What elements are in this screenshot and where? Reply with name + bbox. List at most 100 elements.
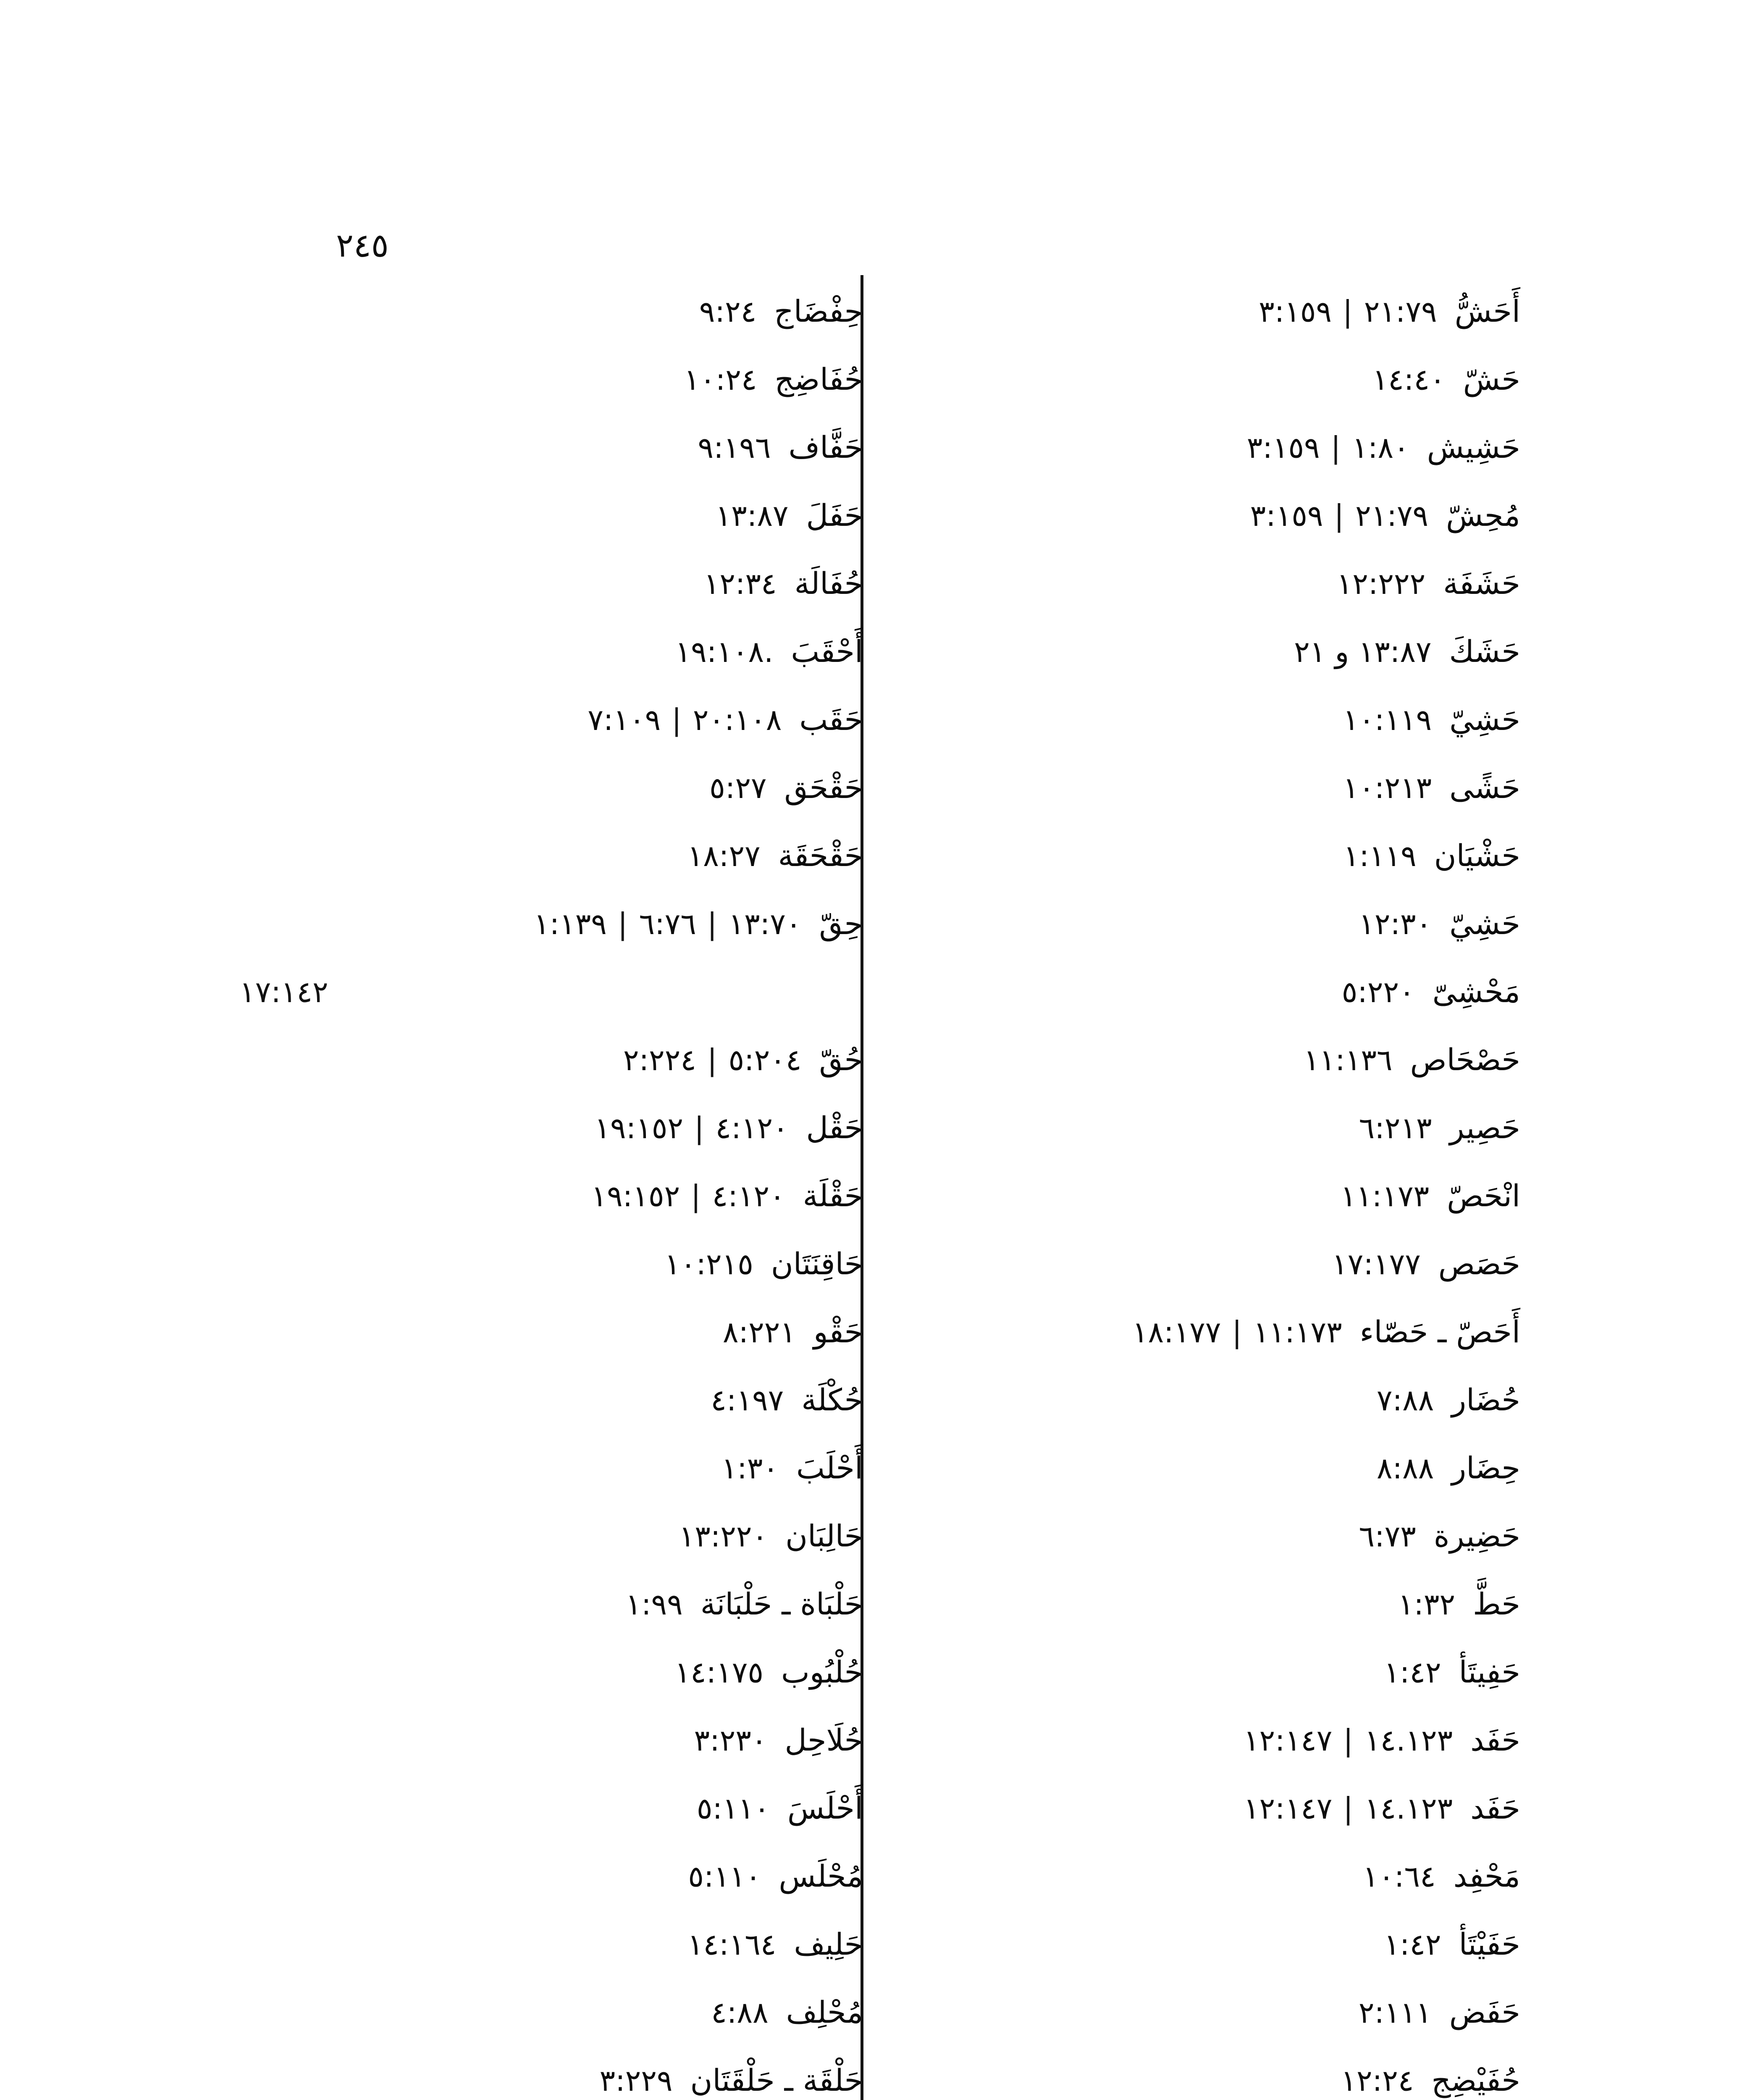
entry-references: ١:٩٩ <box>625 1570 682 1638</box>
index-entry: حَفَلَ ١٣:٨٧ <box>239 481 863 549</box>
reference: ١٢:٢٤ <box>1341 2063 1414 2098</box>
reference: ١٣:٢٢٠ <box>679 1519 768 1554</box>
entry-headword: حَفَلَ <box>806 498 863 533</box>
entry-headword: انْحَصّ <box>1447 1178 1520 1213</box>
index-entry: مَحْشِىّ ٥:٢٢٠ <box>897 958 1520 1026</box>
entry-references: ١٣:٨٧ و ٢١ <box>1294 618 1432 686</box>
reference-separator: | <box>1343 1791 1354 1826</box>
entry-headword: حُقّ <box>819 1042 863 1077</box>
entry-headword: حَقْحَقَة <box>778 838 863 873</box>
reference-separator: | <box>617 907 628 941</box>
index-entry: حَلْبَاة ـ حَلْبَانَة ١:٩٩ <box>239 1570 863 1638</box>
entry-headword: حُفَاضِج <box>774 362 863 397</box>
entry-headword: أَحْلَبَ <box>796 1450 863 1486</box>
reference: ١١:١٧٣ <box>1253 1315 1342 1349</box>
index-entry: حُضَار ٧:٨٨ <box>897 1366 1520 1434</box>
entry-references: ١٨:٢٧ <box>687 822 761 890</box>
index-entry-line: حَالِبَان ١٣:٢٢٠ <box>679 1502 863 1570</box>
reference: ٢:١١١ <box>1358 1995 1432 2030</box>
index-entry-line: حَاقِنَتَان ١٠:٢١٥ <box>664 1230 863 1298</box>
index-entry: حَصَص ١٧:١٧٧ <box>897 1230 1520 1298</box>
right-column: أَحَشُّ ٢١:٧٩|٣:١٥٩ حَشّ ١٤:٤٠ حَشِيش ١:٨٠|٣:… <box>880 277 1520 2100</box>
entry-headword: حِضَار <box>1451 1450 1520 1486</box>
entry-headword: حَالِبَان <box>785 1518 863 1554</box>
reference: ١٣:٧٠ <box>728 907 802 941</box>
index-entry-line: مَحْشِىّ ٥:٢٢٠ <box>1342 958 1520 1026</box>
entry-headword: حَشِيش <box>1427 430 1520 465</box>
reference: ١٤.١٢٣ <box>1364 1791 1453 1826</box>
entry-references: ١٤:١٦٤ <box>687 1911 777 1979</box>
entry-headword: أَحْلَسَ <box>787 1790 863 1826</box>
reference: ١٢:٣٤ <box>703 567 777 601</box>
index-entry: حُفَالَة ١٢:٣٤ <box>239 549 863 617</box>
index-entry: حَالِبَان ١٣:٢٢٠ <box>239 1502 863 1570</box>
entry-headword: حَشًى <box>1449 770 1520 805</box>
entry-headword: حَقْلَة <box>803 1178 863 1213</box>
index-entry: حُلْبُوب ١٤:١٧٥ <box>239 1638 863 1706</box>
entry-references: ١٤:١٧٥ <box>674 1638 763 1706</box>
entry-headword: حُلْبُوب <box>781 1654 863 1690</box>
index-entry: مُحْلِف ٤:٨٨ <box>239 1978 863 2046</box>
entry-references: ١٣:٧٠ | ٦:٧٦ | ١:١٣٩ <box>534 890 802 958</box>
index-columns: أَحَشُّ ٢١:٧٩|٣:١٥٩ حَشّ ١٤:٤٠ حَشِيش ١:٨٠|٣:… <box>218 277 1520 2100</box>
entry-references: ١:٨٠ | ٣:١٥٩ <box>1247 414 1409 482</box>
reference: ٢١:٧٩ <box>1355 499 1429 533</box>
index-entry-line: حَشِيّ ١٠:١١٩ <box>1343 685 1520 754</box>
entry-headword: حَطَّ <box>1473 1586 1520 1622</box>
index-entry-line: مُحِشّ ٢١:٧٩ | ٣:١٥٩ <box>1250 481 1520 550</box>
entry-headword: حَصِير <box>1449 1110 1520 1145</box>
reference-separator: | <box>707 1043 718 1077</box>
entry-references: ٧:٨٨ <box>1377 1366 1434 1434</box>
entry-references: ١٩:١٠٨. <box>675 618 774 686</box>
entry-headword: حَشِيّ <box>1449 906 1520 941</box>
reference: ٦:٧٦ <box>639 907 696 941</box>
index-entry: مَحْفِد ١٠:٦٤ <box>897 1842 1520 1910</box>
entry-references: ١٢:٢٢٢ <box>1337 550 1426 618</box>
reference: ١٩:١٥٢ <box>594 1111 683 1145</box>
reference-separator: | <box>1343 1723 1354 1758</box>
entry-references: ٢٠:١٠٨ | ٧:١٠٩ <box>588 686 782 754</box>
entry-headword: حِفْضَاج <box>774 294 863 329</box>
entry-references: ١:٤٢ <box>1384 1911 1441 1979</box>
index-entry-line: مُحْلَس ٥:١١٠ <box>688 1842 863 1911</box>
entry-references: ١٠:٢٤ <box>684 346 757 414</box>
reference: ١٠:٢١٥ <box>664 1247 753 1281</box>
reference: ١:٤٢ <box>1384 1927 1441 1962</box>
entry-headword: حَشِيّ <box>1449 702 1520 737</box>
index-entry-line: حُلْبُوب ١٤:١٧٥ <box>674 1638 863 1706</box>
reference: ٣:١٥٩ <box>1259 294 1332 329</box>
entry-headword: مُحِشّ <box>1446 498 1520 533</box>
reference: ٥:٢٧ <box>709 771 767 805</box>
entry-headword: حُضَار <box>1451 1382 1520 1418</box>
entry-headword: مَحْشِىّ <box>1432 974 1520 1009</box>
reference: ١١:١٣٦ <box>1304 1043 1393 1077</box>
reference-separator: | <box>1334 499 1345 533</box>
entry-headword: حَشَفَة <box>1443 566 1520 601</box>
index-entry-line: حَفَلَ ١٣:٨٧ <box>716 481 863 550</box>
entry-references: ٦:٧٣ <box>1359 1502 1416 1570</box>
entry-headword: أَحَصّ ـ حَصّاء <box>1359 1314 1520 1349</box>
index-entry: حَقَب ٢٠:١٠٨ | ٧:١٠٩ <box>239 685 863 753</box>
index-entry: حِضَار ٨:٨٨ <box>897 1434 1520 1502</box>
index-entry-line: حَشًى ١٠:٢١٣ <box>1343 753 1520 822</box>
index-entry-line: حُفَالَة ١٢:٣٤ <box>704 549 863 618</box>
entry-references: ٢:١١١ <box>1359 1979 1432 2047</box>
reference: ٨:٢٢١ <box>722 1315 796 1349</box>
entry-references: ٨:٢٢١ <box>723 1298 796 1366</box>
reference: ٢:٢٢٤ <box>623 1043 696 1077</box>
entry-references: ١١:١٧٣ <box>1341 1162 1430 1230</box>
entry-headword: مَحْفِد <box>1453 1858 1520 1894</box>
reference: ١٢:١٤٧ <box>1243 1723 1333 1758</box>
entry-references: ١١:١٣٦ <box>1304 1026 1393 1094</box>
index-entry: حَفَد ١٤.١٢٣ | ١٢:١٤٧ <box>897 1774 1520 1842</box>
index-entry: انْحَصّ ١١:١٧٣ <box>897 1162 1520 1230</box>
index-entry: حَشِيّ ١٠:١١٩ <box>897 685 1520 753</box>
reference: ١٠:٢٤ <box>684 362 757 397</box>
entry-headword: أَحَشُّ <box>1454 294 1520 329</box>
index-entry-line: حَقَب ٢٠:١٠٨ | ٧:١٠٩ <box>588 685 863 754</box>
index-entry: حَشَفَة ١٢:٢٢٢ <box>897 549 1520 617</box>
entry-references: ٣:٢٣٠ <box>694 1706 767 1774</box>
index-entry: حَضِيرة ٦:٧٣ <box>897 1502 1520 1570</box>
index-entry: حَفِيتَأ ١:٤٢ <box>897 1638 1520 1706</box>
index-entry-line: أَحْقَبَ ١٩:١٠٨. <box>675 617 863 686</box>
